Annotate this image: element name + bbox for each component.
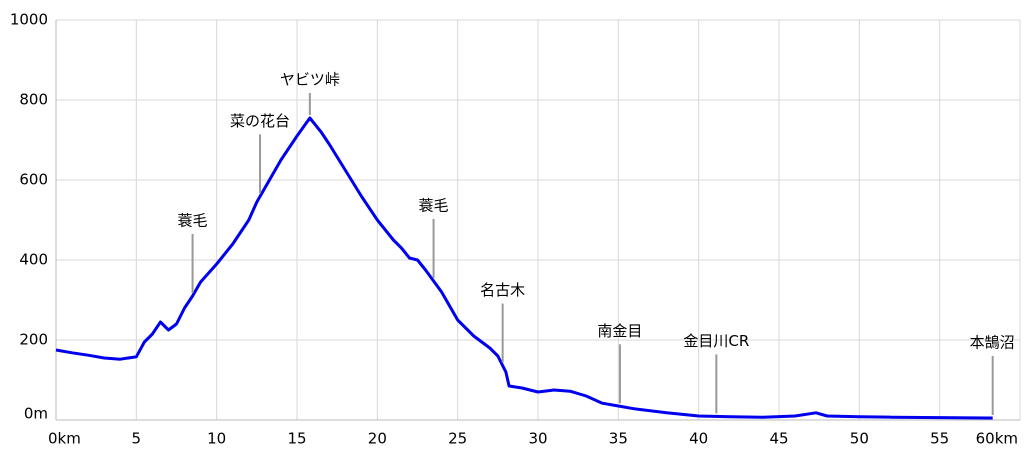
annotation-label: ヤビツ峠 bbox=[280, 71, 340, 89]
x-tick-label: 60km bbox=[976, 430, 1018, 448]
x-tick-label: 20 bbox=[368, 430, 387, 448]
y-tick-label: 200 bbox=[19, 331, 48, 349]
annotation-label: 金目川CR bbox=[683, 332, 749, 350]
y-tick-label: 1000 bbox=[10, 11, 48, 29]
x-tick-label: 45 bbox=[769, 430, 788, 448]
x-tick-label: 15 bbox=[287, 430, 306, 448]
x-tick-label: 35 bbox=[609, 430, 628, 448]
annotation-label: 本鵠沼 bbox=[970, 334, 1015, 352]
y-tick-label: 800 bbox=[19, 91, 48, 109]
x-tick-label: 5 bbox=[132, 430, 142, 448]
annotation-label: 蓑毛 bbox=[419, 197, 449, 215]
annotation-label: 名古木 bbox=[480, 281, 525, 299]
x-tick-label: 55 bbox=[930, 430, 949, 448]
y-tick-label: 600 bbox=[19, 171, 48, 189]
x-tick-label: 10 bbox=[207, 430, 226, 448]
x-tick-label: 25 bbox=[448, 430, 467, 448]
elevation-line bbox=[55, 116, 993, 420]
x-tick-label: 50 bbox=[850, 430, 869, 448]
annotation-label: 南金目 bbox=[597, 322, 642, 340]
x-tick-label: 30 bbox=[528, 430, 547, 448]
y-tick-label: 0m bbox=[24, 405, 48, 423]
annotation-label: 蓑毛 bbox=[178, 212, 208, 230]
x-tick-label: 0km bbox=[48, 430, 81, 448]
y-tick-label: 400 bbox=[19, 251, 48, 269]
x-tick-label: 40 bbox=[689, 430, 708, 448]
annotation-label: 菜の花台 bbox=[230, 112, 290, 130]
